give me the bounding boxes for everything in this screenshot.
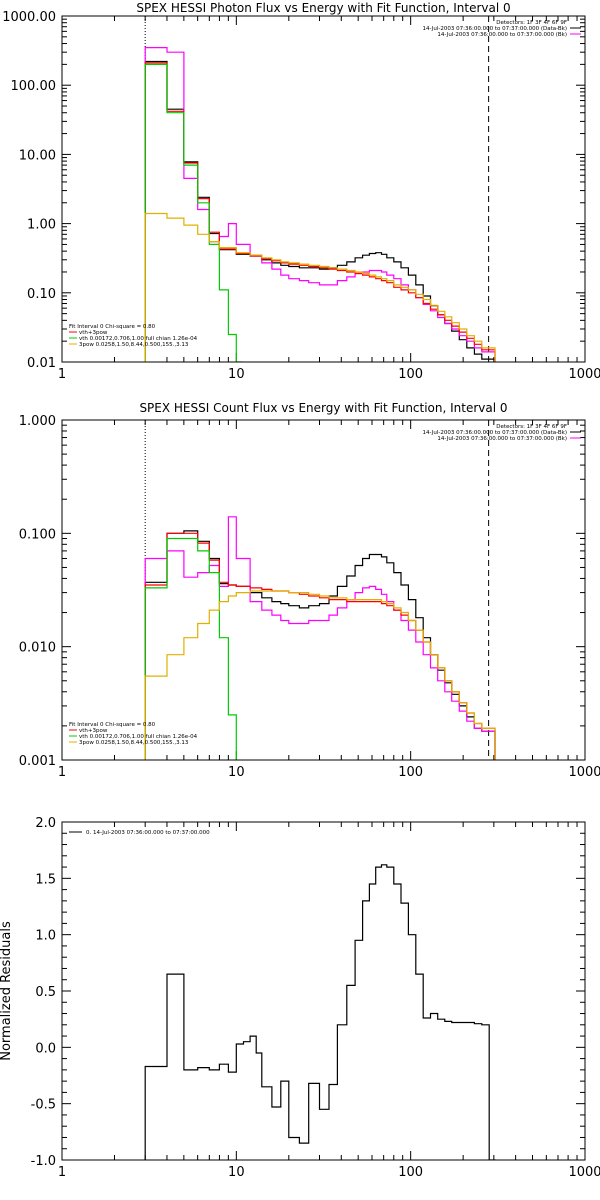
legend-left-entry: Fit Interval 0 Chi-square = 0.80 [69,722,156,728]
series-group [144,864,496,1160]
series-line-0 [144,60,496,362]
series-line-0 [144,864,496,1160]
y-tick-label: 0.010 [19,641,56,656]
y-tick-label: 1.0 [35,929,56,944]
legend-left-entry: 0. 14-Jul-2003 07:36:00.000 to 07:37:00.… [86,830,210,836]
x-tick-label: 1000 [568,1165,600,1180]
y-tick-label: 0.10 [27,287,56,302]
x-tick-label: 10 [228,1165,245,1180]
y-tick-label: -1.0 [31,1154,56,1169]
series-line-4 [144,590,496,760]
legend-right-entry: 14-Jul-2003 07:36:00.000 to 07:37:00.000… [437,436,567,442]
x-tick-label: 10 [228,367,245,382]
plot-frame [61,419,586,761]
x-tick-label: 1 [58,765,66,780]
y-tick-label: 0.5 [35,985,56,1000]
y-tick-label: 0.01 [27,356,56,371]
series-line-3 [144,537,237,760]
chart-panel-1: SPEX HESSI Count Flux vs Energy with Fit… [19,401,600,780]
y-tick-label: 2.0 [35,816,56,831]
series-line-2 [144,532,496,760]
legend-right-entry: Detectors: 1F 3F 4F 6F 9F [496,424,567,430]
series-line-0 [144,530,496,760]
legend-left-entry: 3pow 0.0258,1.50,8.44,0.500,155.,3.13 [79,740,189,746]
x-tick-label: 1 [58,367,66,382]
series-line-4 [144,212,496,362]
series-line-1 [144,47,496,362]
chart-panel-0: SPEX HESSI Photon Flux vs Energy with Fi… [2,1,600,382]
x-tick-label: 1 [58,1165,66,1180]
y-tick-label: 10.00 [19,148,56,163]
series-group [144,516,496,760]
x-tick-label: 100 [398,765,423,780]
legend-left-entry: vth 0.00172,0.706,1.00 full chian 1.26e-… [79,734,198,740]
legend-right-entry: 14-Jul-2003 07:36:00.000 to 07:37:00.000… [423,26,568,32]
y-tick-label: 100.00 [11,79,57,94]
legend-left-entry: 3pow 0.0258,1.50,8.44,0.500,155.,3.13 [79,342,189,348]
y-tick-label: 1000.00 [2,10,56,25]
legend-right-entry: 14-Jul-2003 07:36:00.000 to 07:37:00.000… [423,430,568,436]
y-tick-label: 0.100 [19,527,56,542]
x-tick-label: 10 [228,765,245,780]
x-tick-label: 1000 [568,765,600,780]
series-line-2 [144,62,496,362]
y-tick-label: 1.5 [35,872,56,887]
x-tick-label: 1000 [568,367,600,382]
x-tick-label: 100 [398,1165,423,1180]
series-line-3 [144,63,243,362]
plot-frame [61,15,586,363]
chart-panel-2: Normalized Residuals 1 10 100 1000 -1.0 -0.5 0.… [0,816,600,1180]
y-tick-label: 0.0 [35,1041,56,1056]
y-axis-label: Normalized Residuals [0,921,14,1061]
series-line-1 [144,516,496,760]
y-tick-label: 1.000 [19,414,56,429]
legend-left-entry: vth 0.00172,0.706,1.00 full chian 1.26e-… [79,336,198,342]
series-group [144,47,496,362]
x-tick-label: 100 [398,367,423,382]
legend-left-entry: vth+3pow [79,728,108,734]
chart-title: SPEX HESSI Photon Flux vs Energy with Fi… [136,1,510,15]
legend-right-entry: 14-Jul-2003 07:36:00.000 to 07:37:00.000… [437,32,567,38]
y-tick-label: 0.001 [19,754,56,769]
legend-left-entry: Fit Interval 0 Chi-square = 0.80 [69,324,156,330]
chart-title: SPEX HESSI Count Flux vs Energy with Fit… [139,401,507,415]
y-tick-label: 1.00 [27,218,56,233]
plot-frame [61,821,586,1161]
legend-left-entry: vth+3pow [79,330,108,336]
y-tick-label: -0.5 [31,1098,56,1113]
legend-right-entry: Detectors: 1F 3F 4F 6F 9F [496,20,567,26]
